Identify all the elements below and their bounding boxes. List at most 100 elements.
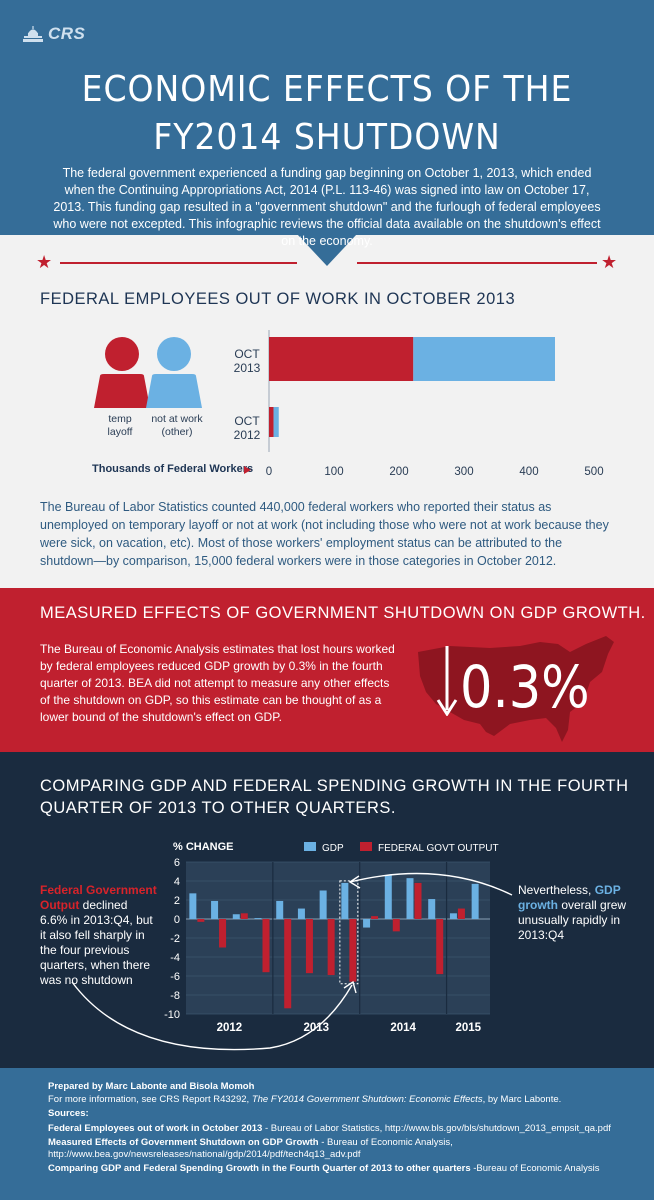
source-title: Comparing GDP and Federal Spending Growt… xyxy=(48,1163,471,1174)
gdp-bar-2014Q1 xyxy=(363,919,371,928)
x-axis-title: Thousands of Federal Workers xyxy=(92,463,254,475)
fed-output-bar-2012Q4 xyxy=(262,919,270,973)
person-icon-blue xyxy=(146,337,202,408)
prepared-by: Prepared by Marc Labonte and Bisola Momo… xyxy=(48,1081,255,1092)
x-tick-label: 200 xyxy=(389,466,408,478)
gdp-bar-2013Q1 xyxy=(276,900,284,919)
divider-left xyxy=(60,262,297,264)
x-tick-label: 500 xyxy=(584,466,603,478)
year-label: 2015 xyxy=(455,1022,481,1034)
gdp-bar-2015Q2 xyxy=(471,883,479,919)
fed-output-bar-2014Q3 xyxy=(414,882,422,919)
bar-temp-layoff-2012 xyxy=(269,407,274,437)
legend-label: (other) xyxy=(161,426,193,438)
x-tick-label: 100 xyxy=(324,466,343,478)
bar-not-at-work-2012 xyxy=(273,407,279,437)
legend-label: layoff xyxy=(107,426,133,438)
title-line-1: ECONOMIC EFFECTS OF THE xyxy=(81,69,573,110)
note-right: Nevertheless, GDP growth overall grew un… xyxy=(518,883,628,943)
gdp-bar-2012Q2 xyxy=(211,900,219,919)
source-3: Comparing GDP and Federal Spending Growt… xyxy=(48,1162,599,1175)
fed-output-bar-2012Q2 xyxy=(219,919,227,948)
gdp-bar-2014Q4 xyxy=(428,899,436,919)
star-icon: ★ xyxy=(36,252,53,272)
header-notch xyxy=(297,234,357,266)
row-label-oct-2012: OCT 2012 xyxy=(227,414,267,442)
more-info-post: , by Marc Labonte. xyxy=(482,1094,562,1105)
gdp-bar-2013Q2 xyxy=(297,908,305,919)
source-ref: - Bureau of Economic Analysis, xyxy=(318,1137,453,1148)
y-tick-label: 2 xyxy=(174,895,180,907)
fed-output-bar-2012Q3 xyxy=(240,913,248,919)
note-right-highlight: GDP growth xyxy=(518,883,621,912)
highlight-box xyxy=(339,880,359,985)
fed-output-bar-2015Q1 xyxy=(457,908,465,919)
fed-output-bar-2013Q4 xyxy=(349,919,357,982)
section2-title: MEASURED EFFECTS OF GOVERNMENT SHUTDOWN … xyxy=(40,604,646,622)
arrow-head-icon xyxy=(348,875,361,889)
legend-label: temp xyxy=(108,413,132,425)
footer xyxy=(0,1068,654,1200)
x-tick-label: 0 xyxy=(266,466,272,478)
big-value: 0.3% xyxy=(460,653,590,721)
page-title: ECONOMIC EFFECTS OF THE FY2014 SHUTDOWN xyxy=(63,66,591,162)
legend-temp-layoff: temp layoff xyxy=(98,413,142,439)
header-banner xyxy=(0,0,654,235)
section1-title: FEDERAL EMPLOYEES OUT OF WORK IN OCTOBER… xyxy=(40,290,516,308)
gdp-bar-2012Q4 xyxy=(254,918,262,919)
more-info-pre: For more information, see CRS Report R43… xyxy=(48,1094,252,1105)
note-left-highlight: Federal Government Output xyxy=(40,883,157,912)
y-tick-label: -2 xyxy=(170,933,180,945)
y-axis-label: % CHANGE xyxy=(173,841,234,853)
star-icon: ★ xyxy=(601,252,618,272)
workers-bar-chart: 0 100 200 300 400 500 xyxy=(266,330,604,478)
note-right-pre: Nevertheless, xyxy=(518,883,595,897)
sources-label: Sources: xyxy=(48,1108,89,1119)
year-label: 2014 xyxy=(390,1022,416,1034)
triangle-right-icon xyxy=(244,466,251,474)
arrow-curve-left xyxy=(71,981,353,1051)
legend-not-at-work: not at work (other) xyxy=(144,413,210,439)
section1-text: The Bureau of Labor Statistics counted 4… xyxy=(40,500,609,568)
source-2-url: http://www.bea.gov/newsreleases/national… xyxy=(48,1149,361,1160)
x-tick-label: 400 xyxy=(519,466,538,478)
fed-output-bar-2014Q4 xyxy=(436,919,444,975)
row-label-line: OCT xyxy=(234,347,260,361)
more-info: For more information, see CRS Report R43… xyxy=(48,1093,561,1106)
x-tick-label: 300 xyxy=(454,466,473,478)
legend-swatch xyxy=(360,842,372,851)
person-icon-red xyxy=(94,337,150,408)
fed-output-bar-2013Q1 xyxy=(284,919,292,1009)
gdp-bar-2012Q1 xyxy=(189,893,197,919)
legend-swatch xyxy=(304,842,316,851)
down-arrow-icon xyxy=(436,646,458,716)
y-tick-label: -4 xyxy=(170,952,180,964)
source-1: Federal Employees out of work in October… xyxy=(48,1122,611,1135)
y-tick-label: -6 xyxy=(170,971,180,983)
row-label-line: 2012 xyxy=(233,428,261,442)
gdp-bar-2013Q4 xyxy=(341,882,349,919)
fed-output-bar-2013Q2 xyxy=(305,919,313,974)
crs-logo: CRS xyxy=(22,24,85,44)
legend-label: GDP xyxy=(322,843,344,854)
y-tick-label: 0 xyxy=(174,914,180,926)
source-2: Measured Effects of Government Shutdown … xyxy=(48,1136,453,1149)
source-title: Measured Effects of Government Shutdown … xyxy=(48,1137,319,1148)
gdp-bar-2014Q2 xyxy=(384,875,392,919)
fed-output-bar-2014Q2 xyxy=(392,919,400,932)
legend-label: FEDERAL GOVT OUTPUT xyxy=(378,843,499,854)
y-tick-label: -10 xyxy=(164,1009,180,1021)
note-left-text: declined 6.6% in 2013:Q4, but it also fe… xyxy=(40,898,153,987)
bar-not-at-work-2013 xyxy=(413,337,555,381)
fed-output-bar-2013Q3 xyxy=(327,919,335,976)
gdp-bar-2013Q3 xyxy=(319,890,327,919)
capitol-dome-icon xyxy=(23,26,43,42)
row-label-line: 2013 xyxy=(233,361,261,375)
gdp-bar-2015Q1 xyxy=(449,913,457,919)
source-title: Federal Employees out of work in October… xyxy=(48,1123,263,1134)
y-tick-label: 6 xyxy=(174,857,180,869)
y-tick-label: 4 xyxy=(174,876,180,888)
source-ref: -Bureau of Economic Analysis xyxy=(470,1163,600,1174)
